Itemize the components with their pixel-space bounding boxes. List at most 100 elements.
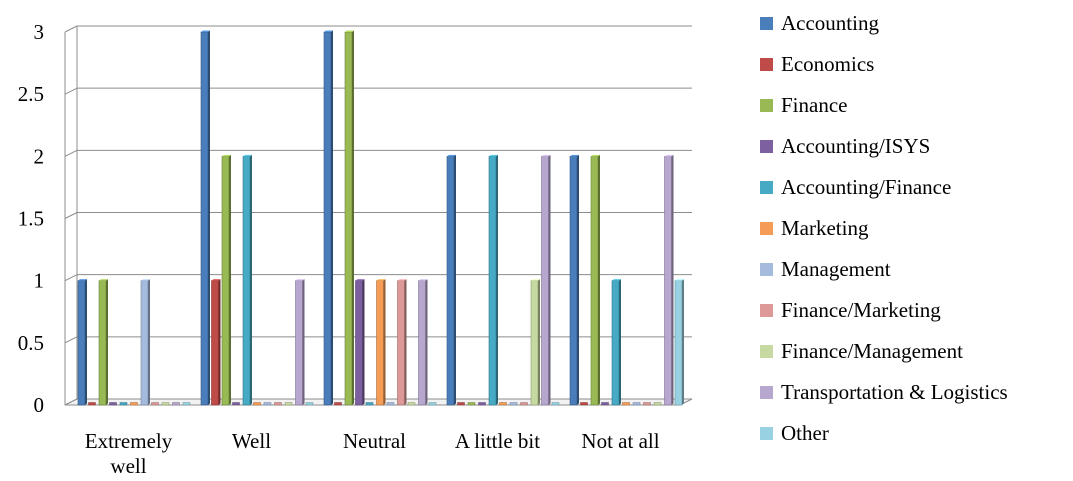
legend-label: Finance — [781, 93, 848, 117]
bar — [653, 402, 662, 406]
legend-label: Other — [781, 421, 829, 445]
legend-swatch — [760, 181, 773, 194]
legend-swatch — [760, 427, 773, 440]
bar — [119, 402, 128, 406]
bar — [305, 402, 314, 406]
x-tick-label: A little bit — [455, 429, 540, 453]
legend-item: Management — [760, 249, 1008, 290]
legend-label: Accounting/ISYS — [781, 134, 931, 158]
bar — [643, 402, 651, 406]
legend-swatch — [760, 140, 773, 153]
x-tick-label: Not at all — [581, 429, 659, 453]
bar — [580, 402, 588, 406]
bar — [88, 402, 96, 406]
bar — [323, 30, 333, 406]
bar — [499, 402, 507, 406]
legend-label: Transportation & Logistics — [781, 380, 1008, 404]
bar — [601, 402, 609, 406]
bar — [541, 154, 551, 406]
bar — [263, 402, 272, 406]
bar — [253, 402, 261, 406]
legend-swatch — [760, 386, 773, 399]
legend-label: Finance/Marketing — [781, 298, 941, 322]
bar — [77, 279, 87, 406]
gridline-diag — [64, 336, 78, 344]
bar — [674, 279, 684, 406]
gridline-diag — [64, 87, 78, 95]
bar — [140, 279, 150, 406]
bar — [551, 402, 560, 406]
bar — [365, 402, 374, 406]
bar — [467, 402, 476, 406]
bar — [397, 279, 407, 406]
legend-label: Accounting — [781, 11, 879, 35]
legend-swatch — [760, 345, 773, 358]
bar — [488, 154, 498, 406]
y-tick-label: 0 — [34, 393, 45, 417]
legend-swatch — [760, 17, 773, 30]
bar — [295, 279, 305, 406]
bar — [611, 279, 621, 406]
bar — [242, 154, 252, 406]
y-tick-label: 3 — [34, 20, 45, 44]
bar — [274, 402, 282, 406]
bar — [386, 402, 395, 406]
legend-item: Accounting — [760, 3, 1008, 44]
bar — [590, 154, 600, 406]
legend-swatch — [760, 222, 773, 235]
bar — [376, 279, 386, 406]
bar — [446, 154, 456, 406]
bar — [355, 279, 365, 406]
gridline-diag — [64, 212, 78, 219]
bar — [478, 402, 486, 406]
legend-swatch — [760, 58, 773, 71]
bar — [407, 402, 416, 406]
y-tick-label: 1.5 — [18, 207, 44, 231]
bar — [109, 402, 117, 406]
bar — [200, 30, 210, 406]
bar — [284, 402, 293, 406]
legend-item: Marketing — [760, 208, 1008, 249]
bar — [622, 402, 630, 406]
legend-item: Transportation & Logistics — [760, 372, 1008, 413]
bar — [520, 402, 528, 406]
gridline-diag — [64, 274, 78, 282]
gridline-diag — [64, 25, 78, 33]
bar — [211, 279, 221, 406]
bar — [428, 402, 437, 406]
legend-label: Management — [781, 257, 891, 281]
legend-swatch — [760, 263, 773, 276]
legend-item: Accounting/Finance — [760, 167, 1008, 208]
bar — [569, 154, 579, 406]
legend: Accounting Economics Finance Accounting/ISY… — [760, 3, 1008, 454]
legend-label: Accounting/Finance — [781, 175, 952, 199]
bar — [418, 279, 428, 406]
bar — [530, 279, 540, 406]
bar — [509, 402, 518, 406]
legend-item: Finance/Marketing — [760, 290, 1008, 331]
bar — [130, 402, 138, 406]
bar — [151, 402, 159, 406]
bar — [172, 402, 180, 406]
bar — [221, 154, 231, 406]
legend-item: Accounting/ISYS — [760, 126, 1008, 167]
bar — [334, 402, 342, 406]
legend-swatch — [760, 99, 773, 112]
bar — [457, 402, 465, 406]
legend-label: Economics — [781, 52, 875, 76]
y-tick-label: 0.5 — [18, 331, 44, 355]
legend-item: Other — [760, 413, 1008, 454]
y-tick-label: 2.5 — [18, 82, 44, 106]
x-tick-label: Extremely well — [85, 429, 173, 478]
y-tick-label: 1 — [34, 269, 45, 293]
bar — [98, 279, 108, 406]
legend-item: Finance — [760, 85, 1008, 126]
y-tick-label: 2 — [34, 144, 45, 168]
legend-label: Marketing — [781, 216, 869, 240]
legend-label: Finance/Management — [781, 339, 963, 363]
bar — [182, 402, 191, 406]
legend-item: Economics — [760, 44, 1008, 85]
legend-item: Finance/Management — [760, 331, 1008, 372]
x-tick-label: Neutral — [343, 429, 406, 453]
